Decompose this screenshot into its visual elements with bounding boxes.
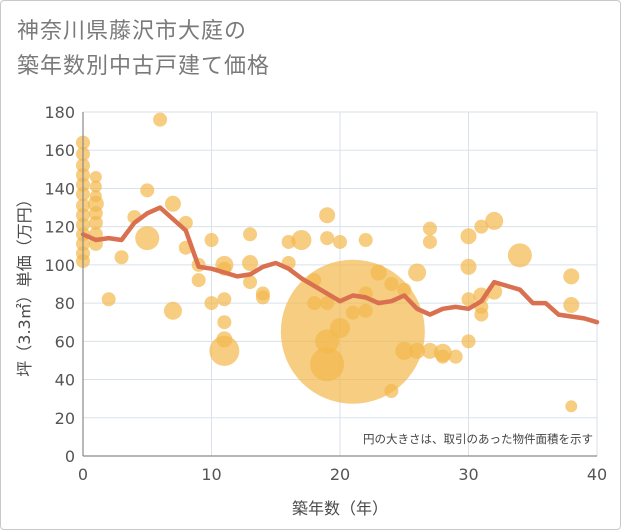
bubble-point bbox=[358, 233, 373, 248]
bubble-point bbox=[89, 180, 102, 193]
y-tick-label: 80 bbox=[55, 294, 75, 313]
bubble-series bbox=[76, 112, 580, 413]
y-tick-label: 60 bbox=[55, 332, 75, 351]
bubble-point bbox=[164, 195, 181, 212]
bubble-point bbox=[243, 275, 258, 290]
bubble-point bbox=[89, 170, 102, 183]
bubble-point bbox=[114, 250, 129, 265]
chart-title-line2: 築年数別中古戸建て価格 bbox=[17, 54, 271, 79]
bubble-point bbox=[460, 228, 477, 245]
bubble-point bbox=[370, 264, 387, 281]
x-tick-label: 10 bbox=[201, 465, 221, 484]
x-tick-label: 20 bbox=[330, 465, 350, 484]
tick-labels: 0 20 40 60 80 100 120 140 160 180 0 10 20 30 40 bbox=[44, 103, 607, 484]
bubble-point bbox=[101, 292, 116, 307]
bubble-point bbox=[422, 234, 437, 249]
bubble-point bbox=[204, 296, 219, 311]
bubble-point bbox=[209, 335, 240, 366]
bubble-point bbox=[243, 227, 258, 242]
chart-title-line1: 神奈川県藤沢市大庭の bbox=[17, 19, 248, 44]
bubble-point bbox=[474, 307, 489, 322]
bubble-point bbox=[255, 290, 270, 305]
bubble-point bbox=[563, 268, 580, 285]
bubble-point bbox=[460, 258, 477, 275]
bubble-point bbox=[319, 207, 336, 224]
bubble-point bbox=[345, 305, 360, 320]
x-tick-label: 0 bbox=[78, 465, 88, 484]
bubble-point bbox=[395, 341, 414, 360]
bubble-point bbox=[88, 215, 103, 230]
bubble-point bbox=[140, 183, 155, 198]
bubble-point bbox=[474, 219, 489, 234]
bubble-point bbox=[384, 384, 399, 399]
x-axis-label: 築年数（年） bbox=[292, 499, 388, 518]
bubble-point bbox=[384, 277, 399, 291]
y-tick-label: 100 bbox=[44, 256, 75, 275]
bubble-point bbox=[461, 292, 476, 307]
bubble-point bbox=[204, 233, 219, 248]
bubble-point bbox=[358, 303, 373, 318]
bubble-point bbox=[217, 292, 232, 307]
x-tick-label: 30 bbox=[458, 465, 478, 484]
y-axis-label: 坪（3.3㎡）単価（万円） bbox=[15, 191, 34, 376]
bubble-point bbox=[320, 231, 335, 246]
bubble-point bbox=[422, 221, 437, 236]
bubble-point bbox=[397, 282, 412, 297]
y-tick-label: 20 bbox=[55, 409, 75, 428]
chart-title: 神奈川県藤沢市大庭の 築年数別中古戸建て価格 bbox=[17, 14, 270, 84]
bubble-point bbox=[485, 211, 504, 230]
bubble-point bbox=[565, 400, 578, 413]
bubble-point bbox=[507, 243, 532, 268]
price-trend-line bbox=[80, 205, 600, 325]
bubble-point bbox=[153, 112, 168, 127]
x-tick-label: 40 bbox=[587, 465, 607, 484]
bubble-point bbox=[409, 342, 426, 359]
bubble-point bbox=[217, 315, 232, 330]
y-tick-label: 120 bbox=[44, 218, 75, 237]
y-tick-label: 0 bbox=[65, 447, 75, 466]
bubble-point bbox=[333, 234, 347, 249]
y-tick-label: 140 bbox=[44, 179, 75, 198]
bubble-point bbox=[448, 349, 463, 364]
y-tick-label: 180 bbox=[44, 103, 75, 122]
bubble-point bbox=[280, 259, 425, 404]
bubble-point bbox=[408, 263, 427, 282]
bubble-size-note: 円の大きさは、取引のあった物件面積を示す bbox=[363, 432, 593, 446]
bubble-point bbox=[163, 301, 182, 320]
bubble-point bbox=[421, 342, 438, 359]
bubble-point bbox=[563, 297, 580, 314]
axes bbox=[82, 112, 597, 457]
bubble-point bbox=[461, 334, 476, 349]
y-tick-label: 160 bbox=[44, 141, 75, 160]
bubble-point bbox=[291, 230, 312, 251]
bubble-point bbox=[242, 254, 259, 271]
bubble-point bbox=[435, 349, 450, 364]
y-tick-label: 40 bbox=[55, 371, 75, 390]
bubble-point bbox=[191, 273, 206, 288]
bubble-point bbox=[135, 226, 160, 251]
